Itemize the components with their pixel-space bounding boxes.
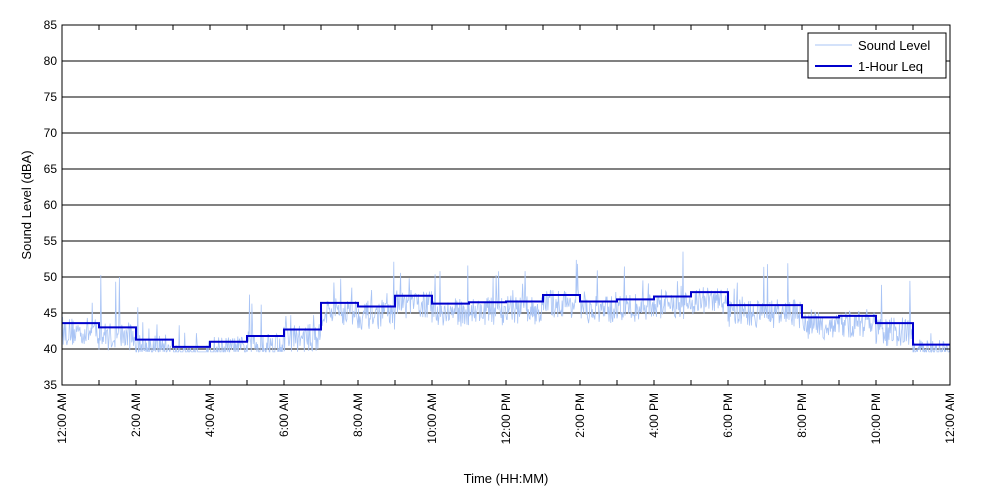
x-tick-label: 12:00 AM bbox=[943, 393, 957, 444]
x-tick-label: 4:00 AM bbox=[203, 393, 217, 437]
x-axis-ticks: 12:00 AM 2:00 AM 4:00 AM 6:00 AM 8:00 AM 10:0… bbox=[55, 25, 957, 444]
y-tick-label: 60 bbox=[44, 198, 58, 212]
x-tick-label: 8:00 PM bbox=[795, 393, 809, 438]
y-tick-label: 35 bbox=[44, 378, 58, 392]
y-tick-label: 45 bbox=[44, 306, 58, 320]
x-tick-label: 2:00 PM bbox=[573, 393, 587, 438]
y-tick-label: 75 bbox=[44, 90, 58, 104]
legend-label-sound-level: Sound Level bbox=[858, 38, 930, 53]
y-tick-label: 40 bbox=[44, 342, 58, 356]
leq-series bbox=[62, 291, 950, 348]
x-tick-label: 2:00 AM bbox=[129, 393, 143, 437]
grid-lines bbox=[62, 60, 950, 350]
y-tick-label: 70 bbox=[44, 126, 58, 140]
leq-step-line bbox=[62, 291, 950, 348]
y-tick-label: 85 bbox=[44, 18, 58, 32]
legend-box bbox=[807, 32, 947, 79]
x-tick-label: 4:00 PM bbox=[647, 393, 661, 438]
y-tick-label: 50 bbox=[44, 270, 58, 284]
x-tick-label: 10:00 AM bbox=[425, 393, 439, 444]
x-tick-label: 6:00 PM bbox=[721, 393, 735, 438]
y-tick-label: 80 bbox=[44, 54, 58, 68]
x-tick-label: 6:00 AM bbox=[277, 393, 291, 437]
legend: Sound Level 1-Hour Leq bbox=[807, 32, 947, 79]
y-tick-label: 55 bbox=[44, 234, 58, 248]
x-axis-label: Time (HH:MM) bbox=[464, 471, 549, 486]
y-tick-label: 65 bbox=[44, 162, 58, 176]
x-tick-label: 10:00 PM bbox=[869, 393, 883, 444]
legend-label-leq: 1-Hour Leq bbox=[858, 59, 923, 74]
y-axis-ticks: 35 40 45 50 55 60 65 70 75 80 85 bbox=[44, 18, 950, 392]
x-tick-label: 8:00 AM bbox=[351, 393, 365, 437]
x-tick-label: 12:00 AM bbox=[55, 393, 69, 444]
x-tick-label: 12:00 PM bbox=[499, 393, 513, 444]
y-axis-label: Sound Level (dBA) bbox=[19, 150, 34, 259]
